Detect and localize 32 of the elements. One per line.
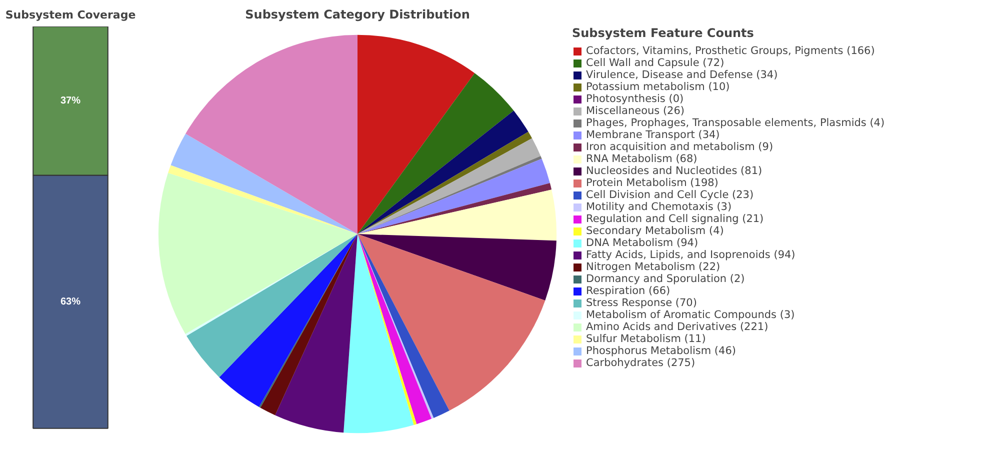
legend-label: Protein Metabolism (198) (586, 177, 718, 189)
legend-label: Respiration (66) (586, 285, 670, 297)
legend-label: Photosynthesis (0) (586, 93, 684, 105)
legend-label: Phosphorus Metabolism (46) (586, 345, 736, 357)
chart-title: Subsystem Coverage (5, 8, 136, 22)
legend-title: Subsystem Feature Counts (572, 26, 755, 40)
data-label: 37% (60, 95, 81, 106)
legend-label: Cofactors, Vitamins, Prosthetic Groups, Pigments (166) (586, 45, 875, 57)
legend-label: Metabolism of Aromatic Compounds (3) (586, 309, 795, 321)
legend-label: Carbohydrates (275) (586, 357, 696, 369)
chart-title: Subsystem Category Distribution (245, 8, 470, 22)
legend-label: RNA Metabolism (68) (586, 153, 698, 165)
legend-label: Secondary Metabolism (4) (586, 225, 724, 237)
legend-label: Dormancy and Sporulation (2) (586, 273, 745, 285)
legend-label: Stress Response (70) (586, 297, 697, 309)
legend-label: DNA Metabolism (94) (586, 237, 698, 249)
legend-label: Iron acquisition and metabolism (9) (586, 141, 774, 153)
legend-label: Amino Acids and Derivatives (221) (586, 321, 768, 333)
legend-label: Cell Wall and Capsule (72) (586, 57, 724, 69)
legend-label: Virulence, Disease and Defense (34) (586, 69, 778, 81)
legend-label: Sulfur Metabolism (11) (586, 333, 706, 345)
legend-label: Nitrogen Metabolism (22) (586, 261, 720, 273)
legend-label: Cell Division and Cell Cycle (23) (586, 189, 754, 201)
legend-label: Motility and Chemotaxis (3) (586, 201, 732, 213)
legend-label: Regulation and Cell signaling (21) (586, 213, 764, 225)
legend-label: Membrane Transport (34) (586, 129, 720, 141)
data-label: 63% (60, 296, 81, 308)
legend-label: Fatty Acids, Lipids, and Isoprenoids (94) (586, 249, 796, 261)
legend-label: Phages, Prophages, Transposable elements, Plasmids (4) (586, 117, 885, 129)
legend-label: Potassium metabolism (10) (586, 81, 730, 93)
legend-label: Nucleosides and Nucleotides (81) (586, 165, 762, 177)
legend-label: Miscellaneous (26) (586, 105, 685, 117)
